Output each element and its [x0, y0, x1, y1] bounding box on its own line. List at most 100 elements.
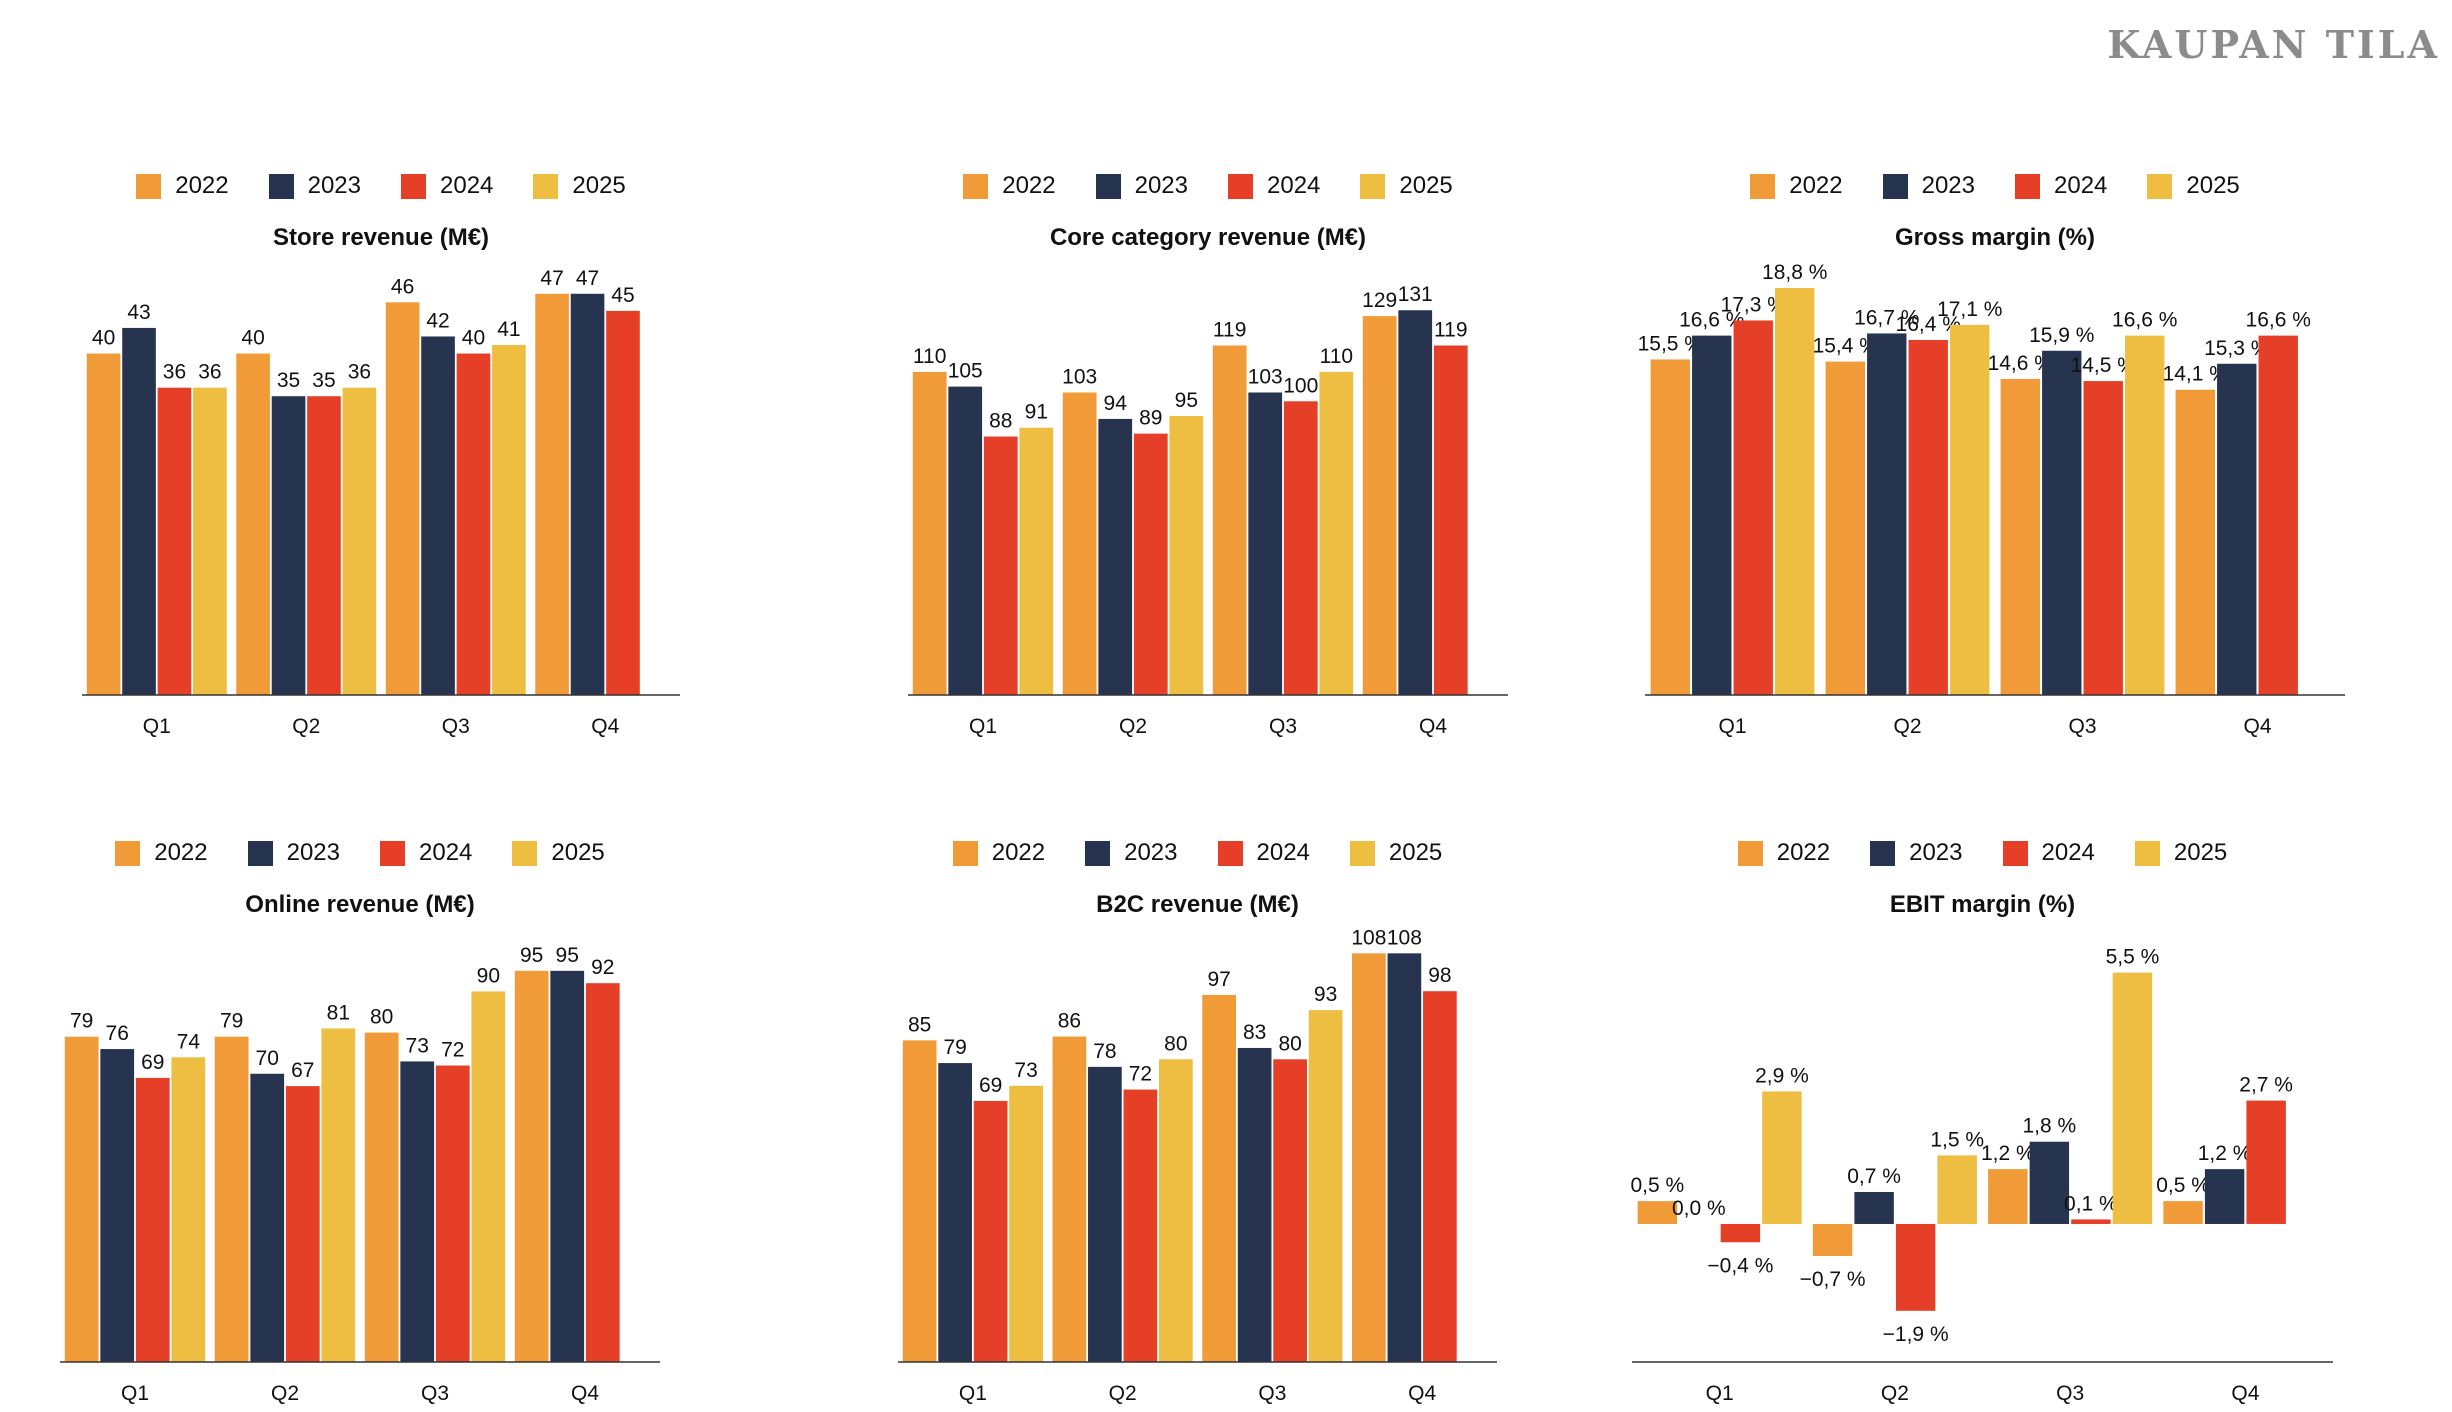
bar-2025-Q1 [1019, 427, 1054, 695]
data-label: 95 [556, 944, 579, 967]
x-tick-label: Q3 [1258, 1382, 1286, 1405]
bar-2025-Q2 [321, 1028, 356, 1362]
bar-2025-Q2 [1169, 415, 1204, 695]
bar-2022-Q1 [86, 353, 121, 695]
data-label: 16,6 % [1679, 309, 1744, 332]
bar-2023-Q3 [400, 1061, 435, 1362]
legend-swatch [952, 840, 978, 866]
bar-2025-Q3 [1319, 371, 1354, 695]
legend-label: 2023 [286, 839, 340, 866]
data-label: 1,5 % [1930, 1128, 1984, 1151]
bar-2024-Q3 [435, 1065, 470, 1362]
bar-2024-Q3 [2071, 1219, 2111, 1224]
data-label: 5,5 % [2106, 946, 2160, 969]
data-label: 40 [241, 327, 264, 350]
bar-2025-Q1 [1009, 1085, 1043, 1362]
data-label: 69 [979, 1074, 1002, 1097]
bar-2022-Q1 [64, 1036, 99, 1362]
bar-2024-Q4 [606, 310, 640, 695]
legend-swatch [2134, 840, 2160, 866]
x-tick-label: Q1 [1718, 715, 1746, 738]
legend-swatch [380, 840, 405, 866]
data-label: 93 [1314, 983, 1337, 1006]
bar-2023-Q3 [2042, 350, 2082, 695]
chart-title: Core category revenue (M€) [1049, 224, 1367, 251]
bar-2024-Q4 [1423, 991, 1457, 1362]
legend-item-2023: 2023 [1095, 172, 1188, 200]
bar-2022-Q3 [1988, 1169, 2028, 1224]
bar-2022-Q2 [236, 353, 270, 695]
x-tick-label: Q4 [2231, 1382, 2259, 1405]
data-label: 131 [1398, 283, 1433, 306]
legend-label: 2022 [1002, 172, 1056, 199]
legend-item-2022: 2022 [963, 172, 1056, 200]
x-tick-label: Q2 [1893, 715, 1921, 738]
data-label: 16,4 % [1896, 313, 1961, 336]
legend-label: 2022 [175, 172, 229, 199]
legend-swatch [247, 840, 273, 866]
bar-2022-Q3 [364, 1032, 399, 1362]
bar-2022-Q1 [912, 371, 947, 695]
legend-item-2025: 2025 [2147, 172, 2240, 200]
bar-2025-Q1 [1762, 1091, 1802, 1224]
x-tick-label: Q3 [421, 1382, 449, 1405]
data-label: 18,8 % [1762, 261, 1827, 284]
bar-2024-Q2 [285, 1086, 320, 1362]
data-label: 47 [576, 267, 599, 290]
data-label: 36 [198, 361, 221, 384]
bar-2022-Q1 [902, 1040, 937, 1362]
bar-2022-Q3 [385, 302, 420, 695]
data-label: 91 [1025, 401, 1048, 424]
data-label: 72 [1129, 1063, 1152, 1086]
data-label: 35 [277, 369, 300, 392]
bar-2023-Q2 [271, 396, 306, 695]
chart-core-category-revenue: 2022 2023 2024 2025 Core category revenue (M… [908, 172, 1508, 738]
data-label: −0,7 % [1800, 1268, 1866, 1291]
data-label: −0,4 % [1707, 1254, 1773, 1277]
bar-2023-Q4 [1398, 310, 1433, 695]
chart-ebit-margin: 2022 2023 2024 2025 EBIT margin (%) 0,5 % 0,0 … [1630, 839, 2333, 1405]
bar-2023-Q1 [1692, 335, 1732, 695]
bar-2022-Q1 [1637, 1201, 1678, 1224]
legend-item-2023: 2023 [1870, 839, 1963, 867]
bar-2024-Q1 [1733, 320, 1773, 695]
brand-logo: KAUPAN TILA [2107, 22, 2440, 67]
bar-2024-Q2 [1123, 1089, 1158, 1362]
legend: 2022 2023 2024 2025 [908, 172, 1508, 200]
chart-store-revenue: 2022 2023 2024 2025 Store revenue (M€) 40 43 36… [82, 172, 680, 738]
data-label: 16,7 % [1854, 306, 1919, 329]
x-tick-label: Q3 [1269, 715, 1297, 738]
data-label: 110 [1320, 345, 1353, 368]
legend-item-2022: 2022 [136, 172, 229, 200]
legend-swatch [1870, 840, 1896, 866]
legend-item-2022: 2022 [952, 839, 1045, 867]
data-label: 73 [1014, 1059, 1037, 1082]
chart-plot: 79 76 69 74 Q1 79 70 67 81 Q2 80 73 72 90 Q3 95 95 92 Q4 [60, 944, 660, 1405]
bar-2024-Q3 [2083, 381, 2123, 695]
legend-swatch [1750, 173, 1776, 199]
data-label: 103 [1248, 365, 1283, 388]
bar-2023-Q1 [948, 386, 983, 695]
data-label: 81 [327, 1001, 350, 1024]
legend-item-2023: 2023 [1882, 172, 1975, 200]
bar-2023-Q4 [1387, 953, 1422, 1362]
bar-2025-Q3 [1308, 1010, 1343, 1362]
bar-2022-Q3 [1212, 345, 1247, 695]
legend-label: 2025 [572, 172, 626, 199]
legend: 2022 2023 2024 2025 [1645, 172, 2345, 200]
data-label: 72 [441, 1039, 464, 1062]
x-tick-label: Q4 [1419, 715, 1447, 738]
bar-2022-Q3 [1202, 994, 1236, 1362]
legend-item-2025: 2025 [2134, 839, 2227, 867]
data-label: 0,0 % [1672, 1197, 1726, 1220]
bar-2023-Q2 [1088, 1066, 1122, 1362]
legend-label: 2025 [551, 839, 605, 866]
bar-2024-Q2 [1133, 433, 1168, 695]
data-label: 97 [1207, 968, 1230, 991]
legend-swatch [1882, 173, 1908, 199]
data-label: 94 [1104, 392, 1128, 415]
chart-plot: 40 43 36 36 Q1 40 35 35 36 Q2 46 42 40 41 Q3 47 47 45 Q4 [82, 267, 680, 738]
bar-2025-Q2 [1950, 324, 1990, 695]
